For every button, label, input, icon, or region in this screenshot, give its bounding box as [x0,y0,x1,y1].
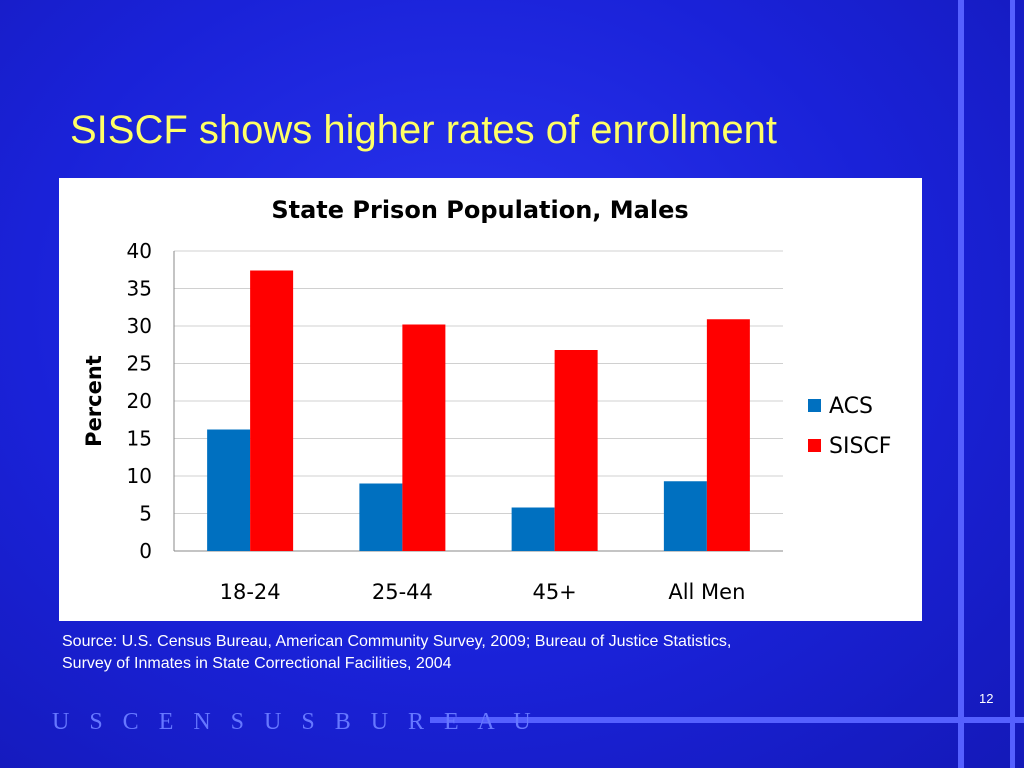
y-tick-label: 40 [127,239,152,263]
source-line-2: Survey of Inmates in State Correctional … [62,655,452,672]
chart-title: State Prison Population, Males [271,196,688,224]
bar-siscf-3 [706,319,750,551]
legend: ACS SISCF [808,394,891,459]
slide-title: SISCF shows higher rates of enrollment [70,108,777,152]
y-tick-labels: 0 5 10 15 20 25 30 35 40 [127,239,152,563]
y-tick-label: 35 [127,277,152,301]
x-tick-label: 25-44 [372,580,433,604]
x-tick-labels: 18-24 25-44 45+ All Men [220,580,746,604]
y-tick-label: 5 [139,502,152,526]
bar-acs-1 [359,483,403,551]
slide-number: 12 [979,691,994,706]
x-tick-label: 45+ [532,580,576,604]
legend-swatch [808,439,821,452]
y-tick-label: 25 [127,352,152,376]
source-line-1: Source: U.S. Census Bureau, American Com… [62,633,732,650]
y-axis-label: Percent [82,355,106,447]
bar-acs-0 [207,429,251,551]
bar-acs-2 [511,507,555,551]
x-tick-label: All Men [668,580,745,604]
bar-siscf-0 [250,270,294,551]
chart-container: State Prison Population, Males Percent 0… [59,178,922,621]
bar-siscf-1 [402,324,446,551]
x-tick-label: 18-24 [220,580,281,604]
decor-horizontal-line [430,717,1024,723]
decor-vertical-line [1010,0,1015,768]
y-tick-label: 30 [127,314,152,338]
legend-label: ACS [829,394,873,419]
y-tick-label: 15 [127,427,152,451]
y-tick-label: 10 [127,464,152,488]
bar-chart: State Prison Population, Males Percent 0… [82,196,891,604]
y-tick-label: 0 [139,539,152,563]
bars [207,270,750,551]
bar-acs-3 [663,481,707,551]
decor-vertical-line [958,0,964,768]
census-bureau-logo: U S C E N S U S B U R E A U [52,709,538,735]
y-tick-label: 20 [127,389,152,413]
legend-swatch [808,399,821,412]
legend-label: SISCF [829,434,891,459]
source-note: Source: U.S. Census Bureau, American Com… [62,631,942,675]
bar-siscf-2 [554,350,598,551]
